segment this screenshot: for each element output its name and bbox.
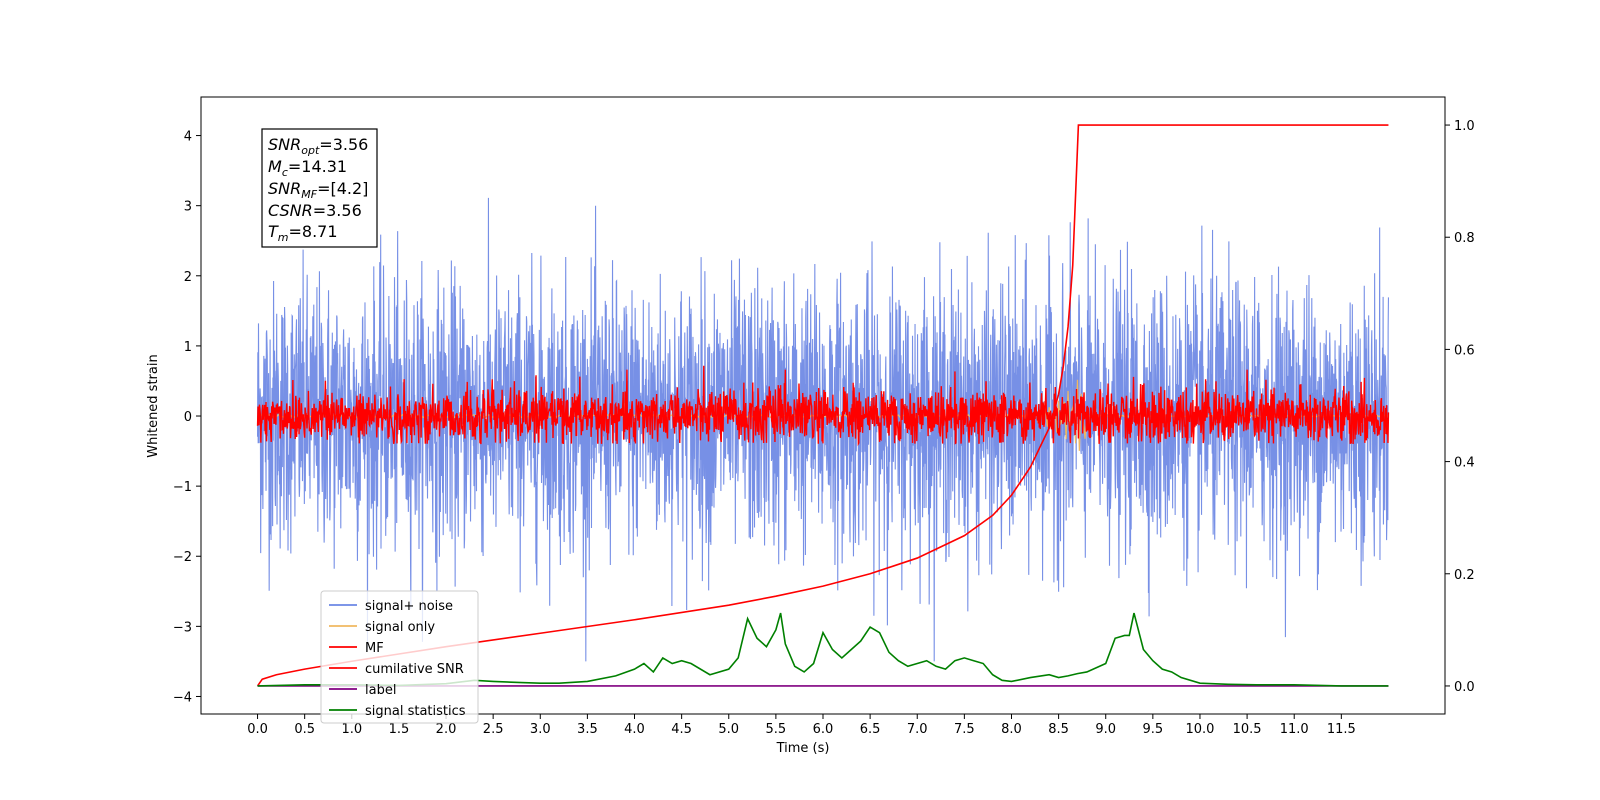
annotation-tm: Tm=8.71 xyxy=(268,222,338,244)
x-tick-label: 9.5 xyxy=(1143,722,1164,737)
x-tick-label: 6.5 xyxy=(860,722,881,737)
x-tick-label: 1.0 xyxy=(341,722,362,737)
x-tick-label: 0.0 xyxy=(247,722,268,737)
x-tick-label: 3.5 xyxy=(577,722,598,737)
y-tick-label: 2 xyxy=(184,270,192,285)
mf-line xyxy=(256,365,1390,447)
x-tick-label: 10.0 xyxy=(1185,722,1214,737)
x-tick-label: 11.5 xyxy=(1327,722,1356,737)
legend-entry: signal+ noise xyxy=(365,599,453,614)
x-tick-label: 8.0 xyxy=(1001,722,1022,737)
legend-entry: signal statistics xyxy=(365,704,466,719)
x-tick-label: 11.0 xyxy=(1280,722,1309,737)
x-tick-label: 2.5 xyxy=(483,722,504,737)
legend-entry: signal only xyxy=(365,620,435,635)
x-tick-label: 1.5 xyxy=(389,722,410,737)
annotation-csnr: CSNR=3.56 xyxy=(268,201,362,220)
y-tick-label: −3 xyxy=(173,620,192,635)
x-tick-label: 6.0 xyxy=(813,722,834,737)
y-tick-label: −1 xyxy=(173,480,192,495)
y-tick-label: −2 xyxy=(173,550,192,565)
y2-tick-label: 0.2 xyxy=(1454,568,1475,583)
y-tick-label: 3 xyxy=(184,200,192,215)
y-tick-label: 1 xyxy=(184,340,192,355)
legend-entry: MF xyxy=(365,641,384,656)
legend-entry: label xyxy=(365,683,396,698)
mf-series xyxy=(256,365,1390,447)
y-tick-label: 4 xyxy=(184,130,192,145)
axes: 0.0 0.5 1.0 1.5 2.0 2.5 3.0 3.5 4.0 4.5 5.0 5.5 6.0 6… xyxy=(173,96,1475,737)
x-tick-label: 5.5 xyxy=(766,722,787,737)
x-tick-label: 7.0 xyxy=(907,722,928,737)
annotation-snr-opt: SNRopt=3.56 xyxy=(268,135,368,157)
legend: signal+ noise signal only MF cumilative SNR… xyxy=(320,590,479,724)
y-tick-label: 0 xyxy=(184,410,192,425)
x-tick-label: 0.5 xyxy=(294,722,315,737)
y2-tick-label: 0.0 xyxy=(1454,680,1475,695)
y2-tick-label: 0.6 xyxy=(1454,343,1475,358)
y2-tick-label: 1.0 xyxy=(1454,119,1475,134)
x-tick-label: 8.5 xyxy=(1048,722,1069,737)
x-tick-label: 7.5 xyxy=(954,722,975,737)
x-axis-label: Time (s) xyxy=(776,741,830,756)
y-axis-label: Whitened strain xyxy=(146,354,161,457)
x-tick-label: 9.0 xyxy=(1095,722,1116,737)
annotation-mc: Mc=14.31 xyxy=(268,157,347,179)
annotation-box: SNRopt=3.56 Mc=14.31 SNRMF=[4.2] CSNR=3.… xyxy=(261,128,378,248)
legend-entry: cumilative SNR xyxy=(365,662,464,677)
annotation-snr-mf: SNRMF=[4.2] xyxy=(268,179,368,201)
signal-statistics-line xyxy=(257,612,1389,687)
x-tick-label: 2.0 xyxy=(436,722,457,737)
x-tick-label: 4.5 xyxy=(671,722,692,737)
x-tick-label: 5.0 xyxy=(718,722,739,737)
x-tick-label: 3.0 xyxy=(530,722,551,737)
y-tick-label: −4 xyxy=(173,690,192,705)
x-tick-label: 10.5 xyxy=(1233,722,1262,737)
y2-tick-label: 0.4 xyxy=(1454,456,1475,471)
legend-frame xyxy=(320,590,479,724)
y2-tick-label: 0.8 xyxy=(1454,231,1475,246)
x-tick-label: 4.0 xyxy=(624,722,645,737)
